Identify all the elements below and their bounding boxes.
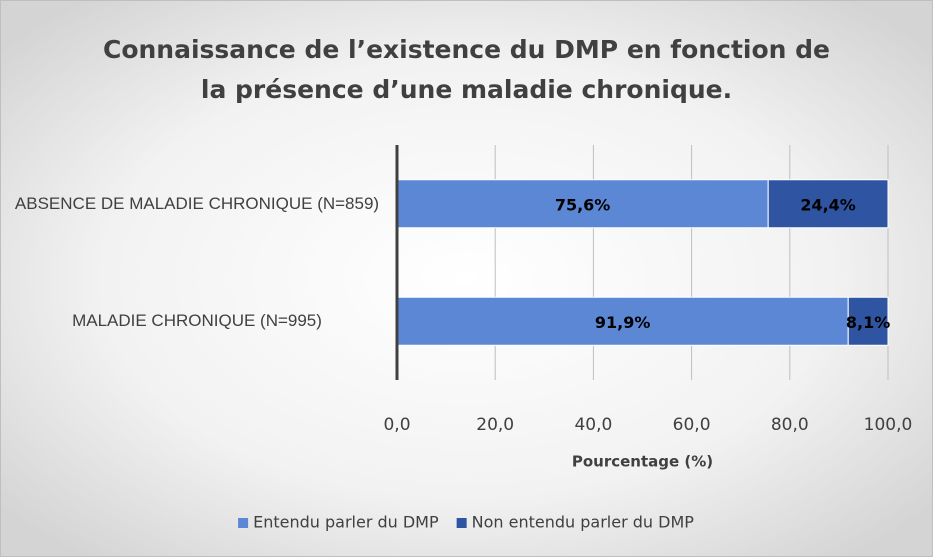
legend-label: Entendu parler du DMP — [253, 513, 439, 532]
data-label: 91,9% — [595, 313, 651, 332]
bar-segment — [396, 296, 849, 346]
bar-segment — [847, 296, 889, 346]
chart-title: Connaissance de l’existence du DMP en fo… — [102, 35, 831, 104]
y-tick-label: ABSENCE DE MALADIE CHRONIQUE (N=859) — [14, 193, 380, 213]
legend-label: Non entendu parler du DMP — [472, 513, 695, 532]
x-axis-label: Pourcentage (%) — [572, 453, 713, 471]
legend-swatch — [456, 518, 467, 528]
x-tick-label: 60,0 — [673, 415, 711, 435]
data-label: 8,1% — [846, 313, 890, 332]
data-label: 24,4% — [800, 195, 856, 214]
title-box: Connaissance de l’existence du DMP en fo… — [102, 35, 831, 104]
x-tick-label: 80,0 — [771, 415, 809, 435]
data-label: 75,6% — [555, 195, 611, 214]
x-tick-label: 40,0 — [574, 415, 612, 435]
x-tick-label: 20,0 — [476, 415, 514, 435]
legend-swatch — [238, 518, 249, 528]
y-tick-label: MALADIE CHRONIQUE (N=995) — [72, 311, 322, 331]
x-tick-label: 100,0 — [864, 415, 913, 435]
x-tick-label: 0,0 — [383, 415, 410, 435]
bar-segment — [767, 179, 889, 229]
